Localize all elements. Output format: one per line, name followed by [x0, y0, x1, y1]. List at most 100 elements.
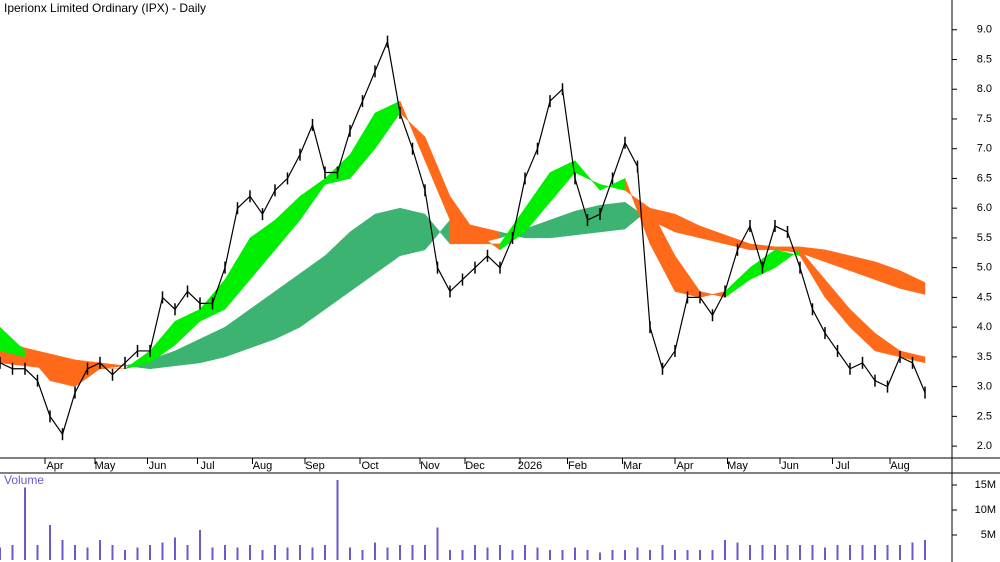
- volume-bar: [299, 545, 301, 560]
- volume-bar: [499, 545, 501, 560]
- volume-bar: [549, 550, 551, 560]
- volume-bar: [836, 545, 839, 560]
- volume-bar: [536, 547, 539, 560]
- x-tick-label: Aug: [253, 460, 273, 472]
- volume-bar: [136, 547, 139, 560]
- ribbon-segment: [324, 231, 351, 310]
- y-tick-label: 4.0: [977, 321, 992, 333]
- volume-bar: [899, 545, 901, 560]
- volume-bar: [511, 550, 514, 560]
- y-tick-label: 7.5: [977, 113, 992, 125]
- volume-bar: [49, 525, 51, 560]
- ribbon-segment: [349, 213, 376, 292]
- volume-bar: [161, 542, 164, 560]
- volume-bar: [174, 537, 176, 560]
- volume-bar: [774, 545, 776, 560]
- ribbon-segment: [824, 249, 851, 271]
- ribbon-segment: [574, 159, 601, 192]
- volume-bar: [61, 540, 64, 560]
- volume-bar: [74, 545, 76, 560]
- ribbon-segment: [674, 213, 701, 239]
- volume-bar: [124, 550, 126, 560]
- volume-label: Volume: [4, 473, 44, 487]
- x-tick-label: May: [95, 460, 116, 472]
- volume-bar: [636, 547, 639, 560]
- volume-bar: [411, 545, 414, 560]
- volume-bar: [524, 545, 526, 560]
- ribbon-segment: [374, 207, 401, 275]
- ribbon-segment: [899, 270, 926, 295]
- volume-bar: [224, 545, 226, 560]
- volume-bar: [686, 550, 689, 560]
- ribbon-segment: [374, 100, 401, 150]
- y-tick-label: 7.0: [977, 143, 992, 155]
- ribbon-segment: [699, 291, 726, 298]
- y-tick-label: 5M: [981, 529, 996, 541]
- y-tick-label: 8.5: [977, 53, 992, 65]
- chart-title: Iperionx Limited Ordinary (IPX) - Daily: [4, 1, 206, 15]
- ribbon-segment: [749, 243, 776, 251]
- volume-bar: [286, 547, 289, 560]
- y-tick-label: 6.0: [977, 202, 992, 214]
- volume-bar: [436, 527, 439, 560]
- volume-bar: [211, 547, 214, 560]
- ribbon-segment: [424, 136, 451, 221]
- volume-bar: [24, 487, 26, 560]
- x-tick-label: Apr: [46, 460, 63, 472]
- ribbon-segment: [174, 338, 201, 367]
- volume-bar: [874, 545, 876, 560]
- ribbon-segment: [224, 308, 251, 358]
- volume-bar: [461, 550, 464, 560]
- volume-bar: [824, 547, 826, 560]
- y-tick-label: 6.5: [977, 172, 992, 184]
- ribbon-segment: [299, 177, 326, 221]
- volume-bar: [624, 550, 626, 560]
- x-tick-label: Oct: [361, 460, 378, 472]
- x-tick-label: Feb: [568, 460, 587, 472]
- volume-bar: [486, 547, 489, 560]
- ribbon-segment: [274, 195, 301, 251]
- volume-bar: [449, 550, 451, 560]
- volume-bar: [86, 547, 89, 560]
- ribbon-segment: [199, 326, 226, 364]
- volume-bar: [324, 545, 326, 560]
- volume-bar: [761, 545, 764, 560]
- volume-bar: [786, 545, 789, 560]
- volume-bar: [711, 550, 714, 560]
- x-tick-label: Dec: [465, 460, 485, 472]
- y-tick-label: 5.0: [977, 262, 992, 274]
- ribbon-segment: [824, 278, 851, 328]
- volume-bar: [561, 550, 564, 560]
- x-tick-label: Mar: [623, 460, 642, 472]
- volume-bar: [736, 542, 739, 560]
- volume-bar: [611, 550, 614, 560]
- ribbon-segment: [849, 255, 876, 280]
- x-tick-label: Jul: [200, 460, 214, 472]
- volume-bar: [849, 545, 851, 560]
- ribbon-segment: [874, 261, 901, 289]
- y-tick-label: 2.0: [977, 440, 992, 452]
- volume-bar: [586, 550, 589, 560]
- y-tick-label: 9.0: [977, 24, 992, 36]
- volume-bar: [424, 545, 426, 560]
- x-tick-label: 2026: [518, 460, 542, 472]
- y-tick-label: 2.5: [977, 410, 992, 422]
- volume-bar: [199, 530, 201, 560]
- volume-bar: [749, 545, 751, 560]
- volume-bar: [861, 545, 864, 560]
- volume-bar: [811, 545, 814, 560]
- volume-bar: [924, 540, 926, 560]
- ribbon-segment: [724, 267, 751, 298]
- volume-bar: [311, 547, 314, 560]
- volume-bar: [886, 545, 889, 560]
- volume-bar: [386, 547, 389, 560]
- y-tick-label: 8.0: [977, 83, 992, 95]
- ribbon-segment: [549, 210, 576, 239]
- ribbon-segment: [299, 255, 326, 328]
- volume-bar: [349, 547, 351, 560]
- x-tick-label: Jun: [149, 460, 167, 472]
- volume-bar: [399, 545, 401, 560]
- volume-bar: [574, 547, 576, 560]
- volume-bar: [236, 547, 239, 560]
